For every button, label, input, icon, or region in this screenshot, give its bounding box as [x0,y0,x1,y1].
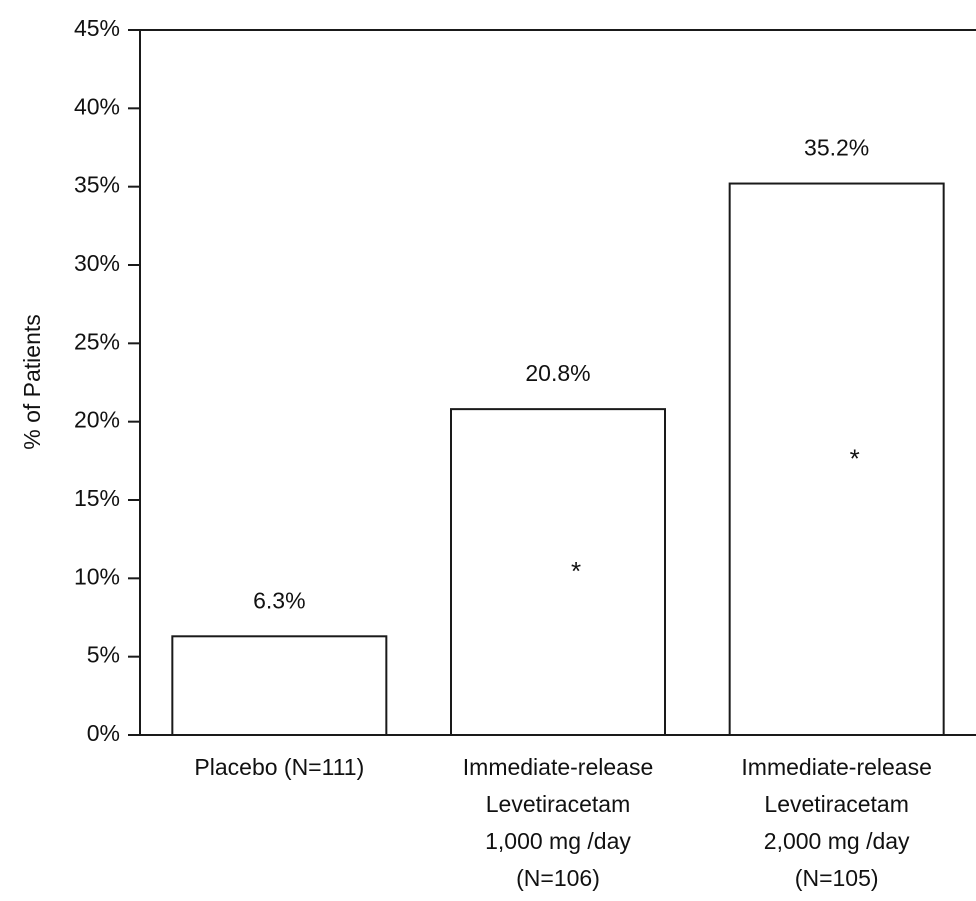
y-tick-label: 10% [74,563,120,589]
y-axis-label: % of Patients [19,314,45,450]
bar-value-label: 35.2% [804,135,869,161]
bar [728,182,945,737]
x-category-labels: Placebo (N=111) Immediate-release Levetira… [194,754,931,891]
bar [450,408,666,736]
x-category-label: Placebo (N=111) [194,754,364,780]
y-tick-label: 45% [74,15,120,41]
x-category-label: (N=105) [795,865,879,891]
y-tick-label: 25% [74,328,120,354]
y-tick-label: 35% [74,172,120,198]
x-category-label: Levetiracetam [486,791,630,817]
x-category-label: 2,000 mg /day [764,828,910,854]
x-category-label: (N=106) [516,865,600,891]
bars: 6.3% 20.8% * 35.2% * [171,135,945,737]
y-tick-label: 30% [74,250,120,276]
x-category-label: 1,000 mg /day [485,828,631,854]
x-category-label: Immediate-release [741,754,931,780]
y-tick-label: 15% [74,485,120,511]
bar-value-label: 6.3% [253,587,305,613]
x-category-label: Immediate-release [463,754,653,780]
y-tick-label: 0% [87,720,120,746]
significance-asterisk: * [571,556,581,586]
y-ticks: 0% 5% 10% 15% 20% 25% 30% 35% 40% 45% [74,15,140,746]
significance-asterisk: * [850,443,860,473]
y-tick-label: 40% [74,93,120,119]
y-tick-label: 5% [87,642,120,668]
x-category-label: Levetiracetam [764,791,908,817]
bar [171,635,388,736]
y-tick-label: 20% [74,407,120,433]
bar-value-label: 20.8% [525,360,590,386]
